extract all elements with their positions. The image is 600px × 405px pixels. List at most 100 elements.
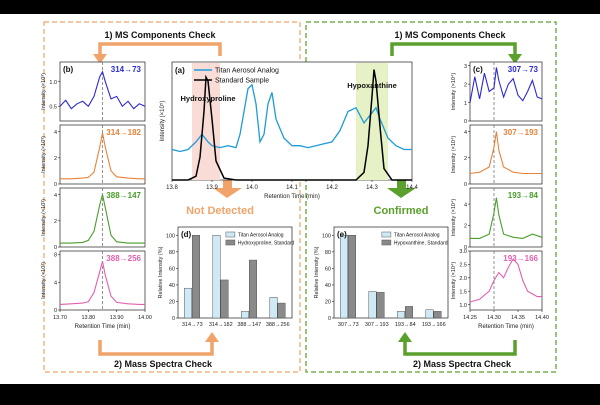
ytick-label-c-3-1: 1.5 — [459, 289, 467, 295]
bar-d-0-1 — [192, 235, 200, 319]
category-label-d-1: 314→182 — [209, 322, 233, 328]
ytick-label-e-3: 60 — [325, 266, 331, 272]
xtick-label-b-0: 13.70 — [53, 315, 67, 321]
ytick-label-d-3: 60 — [169, 266, 175, 272]
bar-d-0-0 — [184, 287, 193, 319]
main-series-line-0 — [171, 83, 412, 153]
ms-check-arrow-right — [390, 42, 517, 56]
category-label-d-2: 388→147 — [237, 322, 261, 328]
xtick-label-b-1: 13.80 — [81, 315, 95, 321]
not-detected-arrow — [213, 180, 242, 198]
trace-label-c-2: 193→84 — [508, 191, 539, 200]
ytick-label-b-1-2: 4 — [54, 130, 57, 136]
xtick-label-a-2: 14.0 — [246, 185, 258, 191]
ylabel-c-2: Intensity (×10⁴) — [450, 199, 457, 237]
category-label-e-3: 193→166 — [422, 322, 446, 328]
legend-label-d-1: Hydroxyproline, Standard — [238, 241, 295, 247]
mass-check-label-left: 2) Mass Spectra Check — [114, 359, 213, 369]
xlabel-b: Retention Time (min) — [75, 324, 131, 330]
trace-label-c-1: 307→193 — [503, 128, 538, 137]
ytick-label-b-2-2: 4 — [54, 193, 57, 199]
xtick-label-a-3: 14.1 — [286, 185, 298, 191]
trace-label-b-1: 314→182 — [106, 128, 141, 137]
ytick-label-c-2-1: 2 — [464, 224, 467, 230]
ylabel-b-2: Intensity (×10³) — [41, 199, 47, 236]
bar-d-3-0 — [269, 297, 278, 319]
confirmed-arrow — [387, 180, 416, 198]
ytick-label-e-4: 80 — [325, 250, 331, 256]
right-dashed-frame — [305, 21, 557, 373]
trace-b-0 — [59, 70, 146, 110]
trace-c-2 — [470, 197, 543, 239]
ytick-label-c-3-4: 3.0 — [459, 249, 467, 255]
category-label-e-2: 193→84 — [395, 322, 416, 328]
ytick-label-b-3-2: 8 — [54, 253, 57, 259]
ms-check-label-left: 1) MS Components Check — [104, 30, 216, 40]
trace-c-3 — [469, 258, 542, 303]
ytick-label-e-2: 40 — [325, 283, 331, 289]
ytick-label-c-1-2: 4 — [464, 130, 467, 136]
legend-label-a-0: Titan Aerosol Analog — [215, 68, 279, 75]
ylabel-b-1: Intensity (×10³) — [41, 136, 47, 173]
trace-label-b-3: 388→256 — [106, 254, 141, 263]
trace-b-1 — [60, 132, 145, 180]
xtick-label-a-6: 14.4 — [406, 185, 418, 191]
ytick-label-d-4: 80 — [169, 250, 175, 256]
xtick-label-a-4: 14.2 — [326, 185, 338, 191]
ms-check-arrowhead-left — [93, 54, 107, 64]
bar-d-2-1 — [249, 259, 257, 319]
ylabel-e: Relative Intensity (%) — [314, 246, 320, 298]
panel-label-c: (c) — [473, 65, 483, 74]
ytick-label-d-1: 20 — [169, 299, 175, 305]
bar-e-1-0 — [368, 291, 377, 319]
ytick-label-c-2-0: 0 — [464, 245, 467, 251]
ytick-label-b-1-1: 2 — [54, 156, 57, 162]
ytick-label-e-1: 20 — [325, 299, 331, 305]
ytick-label-c-3-3: 2.5 — [459, 263, 467, 269]
mass-check-arrow-right — [403, 340, 517, 356]
bar-d-2-0 — [241, 311, 250, 319]
annotation-hydroxyproline: Hydroxyproline — [180, 94, 235, 103]
trace-label-b-2: 388→147 — [106, 191, 141, 200]
panel-e: 307→73 307→193 193→84 193→166 0 20 40 60 80 100 Re… — [314, 226, 449, 328]
xtick-label-c-0: 14.25 — [463, 315, 477, 321]
ytick-label-c-2-2: 4 — [464, 202, 467, 208]
xtick-label-c-2: 14.35 — [511, 315, 525, 321]
annotation-hypoxanthine: Hypoxanthine — [347, 81, 397, 90]
xtick-label-a-0: 13.8 — [166, 185, 178, 191]
bar-e-0-1 — [348, 235, 356, 319]
ytick-label-c-0-1: 1 — [464, 101, 467, 107]
ytick-label-c-0-2: 2 — [464, 82, 467, 88]
ytick-label-c-3-2: 2.0 — [459, 276, 467, 282]
bar-e-2-1 — [405, 306, 413, 319]
bar-e-3-1 — [433, 311, 442, 319]
legend-label-e-1: Hypoxanthine, Standard — [394, 241, 448, 247]
bar-d-1-1 — [220, 279, 229, 319]
xtick-label-b-3: 14.00 — [138, 315, 152, 321]
trace-label-b-0: 314→73 — [111, 65, 142, 74]
legend-swatch-e-0 — [381, 231, 392, 238]
ytick-label-d-2: 40 — [169, 283, 175, 289]
subplot-frame-c-3 — [469, 250, 543, 311]
ytick-label-d-0: 0 — [172, 316, 175, 322]
category-label-e-0: 307→73 — [338, 322, 359, 328]
not-detected-label: Not Detected — [186, 205, 254, 217]
bar-d-3-1 — [277, 302, 286, 319]
left-dashed-frame — [43, 21, 301, 373]
trace-c-0 — [469, 67, 543, 103]
ytick-label-c-1-0: 0 — [464, 182, 467, 188]
panel-a: Hydroxyproline Hypoxanthine (a) Titan Aeros… — [159, 61, 418, 200]
ytick-label-b-0-1: 1.0 — [49, 80, 57, 86]
xtick-label-c-3: 14.40 — [535, 315, 549, 321]
category-label-d-0: 314→73 — [182, 322, 203, 328]
ytick-label-c-0-0: 0 — [464, 119, 467, 125]
trace-b-3 — [59, 261, 145, 305]
xtick-label-a-5: 14.3 — [366, 185, 378, 191]
ylabel-d: Relative Intensity (%) — [158, 246, 164, 298]
ytick-label-b-2-0: 0 — [54, 245, 57, 251]
panel-label-e: (e) — [337, 230, 347, 239]
legend-label-a-1: Standard Sample — [215, 78, 269, 85]
panel-label-d: (d) — [181, 230, 192, 239]
legend-swatch-d-0 — [225, 231, 236, 238]
